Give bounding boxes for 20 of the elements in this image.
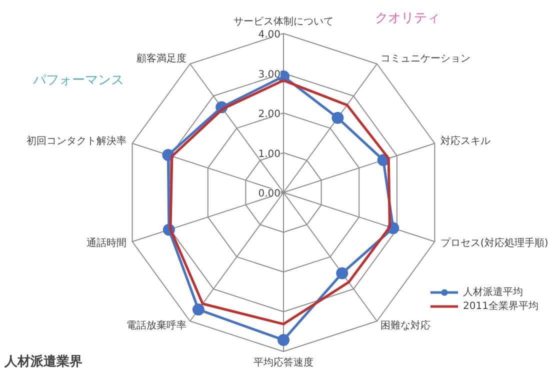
spoke-label: コミュニケーション	[380, 54, 470, 65]
text: パフォーマンス	[32, 73, 124, 88]
y-tick-label: 4.00	[258, 30, 280, 40]
spoke-label: 対応スキル	[440, 135, 490, 148]
spoke-label: 電話放棄呼率	[126, 319, 187, 332]
legend-label: 人材派遣平均	[463, 286, 523, 299]
spoke-label: 平均応答速度	[254, 356, 314, 368]
text: 人材派遣業界	[4, 354, 82, 370]
spoke-label: サービス体制について	[234, 16, 334, 28]
legend-label: 2011全業界平均	[463, 300, 538, 313]
spoke-label: 困難な対応	[380, 319, 430, 332]
spoke-label: プロセス(対応処理手順)	[440, 236, 548, 249]
spoke-label: 顧客満足度	[136, 52, 187, 65]
text: クオリティ	[375, 11, 440, 26]
spoke-label: 初回コンタクト解決率	[26, 135, 127, 148]
y-tick-label: 1.00	[258, 148, 280, 160]
spoke-label: 通話時間	[86, 236, 127, 249]
y-tick-label: 3.00	[258, 69, 280, 80]
y-tick-label: 2.00	[258, 109, 280, 120]
y-tick-label: 0.00	[258, 188, 280, 200]
